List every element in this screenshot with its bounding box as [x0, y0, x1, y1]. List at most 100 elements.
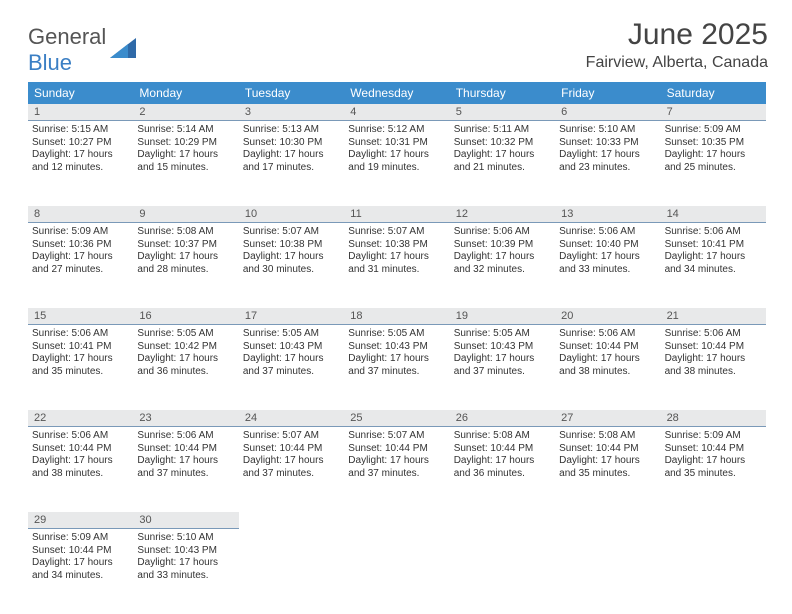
- daylight-text-2: and 30 minutes.: [243, 264, 340, 277]
- calendar-cell: Sunrise: 5:15 AMSunset: 10:27 PMDaylight…: [28, 120, 133, 206]
- daylight-text-2: and 21 minutes.: [454, 162, 551, 175]
- calendar-cell: Sunrise: 5:13 AMSunset: 10:30 PMDaylight…: [239, 120, 344, 206]
- day-number-blank: [239, 512, 344, 528]
- day-header: Wednesday: [344, 82, 449, 104]
- sunset-text: Sunset: 10:43 PM: [348, 341, 445, 354]
- sunrise-text: Sunrise: 5:06 AM: [559, 226, 656, 239]
- daylight-text: Daylight: 17 hours: [665, 251, 762, 264]
- day-number: 2: [133, 104, 238, 120]
- sunrise-text: Sunrise: 5:07 AM: [348, 226, 445, 239]
- daylight-text: Daylight: 17 hours: [559, 353, 656, 366]
- logo-word-blue: Blue: [28, 50, 72, 75]
- day-header: Sunday: [28, 82, 133, 104]
- sunset-text: Sunset: 10:38 PM: [348, 239, 445, 252]
- calendar-cell: Sunrise: 5:09 AMSunset: 10:44 PMDaylight…: [661, 426, 766, 512]
- daylight-text: Daylight: 17 hours: [243, 149, 340, 162]
- calendar-cell: Sunrise: 5:05 AMSunset: 10:42 PMDaylight…: [133, 324, 238, 410]
- daylight-text: Daylight: 17 hours: [454, 353, 551, 366]
- daylight-text-2: and 36 minutes.: [137, 366, 234, 379]
- calendar-cell: Sunrise: 5:06 AMSunset: 10:44 PMDaylight…: [661, 324, 766, 410]
- sunset-text: Sunset: 10:29 PM: [137, 137, 234, 150]
- calendar-cell: Sunrise: 5:07 AMSunset: 10:44 PMDaylight…: [344, 426, 449, 512]
- daylight-text: Daylight: 17 hours: [137, 455, 234, 468]
- daylight-text-2: and 28 minutes.: [137, 264, 234, 277]
- sunset-text: Sunset: 10:44 PM: [348, 443, 445, 456]
- day-number: 13: [555, 206, 660, 222]
- sunrise-text: Sunrise: 5:09 AM: [665, 124, 762, 137]
- daylight-text-2: and 35 minutes.: [559, 468, 656, 481]
- daylight-text-2: and 34 minutes.: [665, 264, 762, 277]
- sunset-text: Sunset: 10:44 PM: [32, 545, 129, 558]
- day-number: 29: [28, 512, 133, 528]
- day-number: 12: [450, 206, 555, 222]
- daylight-text-2: and 37 minutes.: [243, 468, 340, 481]
- daylight-text: Daylight: 17 hours: [32, 455, 129, 468]
- calendar-cell: Sunrise: 5:06 AMSunset: 10:40 PMDaylight…: [555, 222, 660, 308]
- daylight-text-2: and 32 minutes.: [454, 264, 551, 277]
- calendar-cell: [239, 528, 344, 614]
- sunset-text: Sunset: 10:38 PM: [243, 239, 340, 252]
- sunset-text: Sunset: 10:44 PM: [137, 443, 234, 456]
- sunrise-text: Sunrise: 5:05 AM: [137, 328, 234, 341]
- day-number: 8: [28, 206, 133, 222]
- daylight-text: Daylight: 17 hours: [348, 251, 445, 264]
- location-subtitle: Fairview, Alberta, Canada: [586, 54, 768, 72]
- daylight-text-2: and 33 minutes.: [137, 570, 234, 583]
- sunrise-text: Sunrise: 5:12 AM: [348, 124, 445, 137]
- sunrise-text: Sunrise: 5:06 AM: [559, 328, 656, 341]
- sunrise-text: Sunrise: 5:06 AM: [137, 430, 234, 443]
- sunrise-text: Sunrise: 5:08 AM: [454, 430, 551, 443]
- daylight-text-2: and 37 minutes.: [348, 366, 445, 379]
- sunset-text: Sunset: 10:31 PM: [348, 137, 445, 150]
- sunrise-text: Sunrise: 5:07 AM: [243, 430, 340, 443]
- day-number: 1: [28, 104, 133, 120]
- calendar-cell: Sunrise: 5:08 AMSunset: 10:44 PMDaylight…: [555, 426, 660, 512]
- sunset-text: Sunset: 10:44 PM: [454, 443, 551, 456]
- daylight-text-2: and 38 minutes.: [665, 366, 762, 379]
- day-number: 3: [239, 104, 344, 120]
- calendar-cell: Sunrise: 5:14 AMSunset: 10:29 PMDaylight…: [133, 120, 238, 206]
- calendar-cell: Sunrise: 5:06 AMSunset: 10:41 PMDaylight…: [28, 324, 133, 410]
- day-number: 19: [450, 308, 555, 324]
- daylight-text: Daylight: 17 hours: [348, 455, 445, 468]
- sunset-text: Sunset: 10:43 PM: [137, 545, 234, 558]
- day-number: 11: [344, 206, 449, 222]
- sunset-text: Sunset: 10:33 PM: [559, 137, 656, 150]
- daylight-text-2: and 35 minutes.: [32, 366, 129, 379]
- sunset-text: Sunset: 10:44 PM: [243, 443, 340, 456]
- day-header: Friday: [555, 82, 660, 104]
- day-number: 17: [239, 308, 344, 324]
- calendar-cell: Sunrise: 5:08 AMSunset: 10:44 PMDaylight…: [450, 426, 555, 512]
- daylight-text-2: and 36 minutes.: [454, 468, 551, 481]
- calendar-cell: Sunrise: 5:07 AMSunset: 10:38 PMDaylight…: [344, 222, 449, 308]
- calendar-cell: Sunrise: 5:11 AMSunset: 10:32 PMDaylight…: [450, 120, 555, 206]
- day-number: 7: [661, 104, 766, 120]
- sunset-text: Sunset: 10:37 PM: [137, 239, 234, 252]
- calendar-cell: Sunrise: 5:10 AMSunset: 10:43 PMDaylight…: [133, 528, 238, 614]
- daylight-text: Daylight: 17 hours: [454, 251, 551, 264]
- day-number: 25: [344, 410, 449, 426]
- daylight-text-2: and 31 minutes.: [348, 264, 445, 277]
- daylight-text-2: and 25 minutes.: [665, 162, 762, 175]
- calendar-cell: Sunrise: 5:05 AMSunset: 10:43 PMDaylight…: [239, 324, 344, 410]
- daylight-text: Daylight: 17 hours: [32, 557, 129, 570]
- daylight-text-2: and 37 minutes.: [243, 366, 340, 379]
- day-number: 4: [344, 104, 449, 120]
- calendar-cell: Sunrise: 5:07 AMSunset: 10:44 PMDaylight…: [239, 426, 344, 512]
- sunset-text: Sunset: 10:42 PM: [137, 341, 234, 354]
- calendar-cell: Sunrise: 5:06 AMSunset: 10:41 PMDaylight…: [661, 222, 766, 308]
- day-number: 27: [555, 410, 660, 426]
- sunrise-text: Sunrise: 5:06 AM: [454, 226, 551, 239]
- calendar-cell: Sunrise: 5:07 AMSunset: 10:38 PMDaylight…: [239, 222, 344, 308]
- sunset-text: Sunset: 10:39 PM: [454, 239, 551, 252]
- sunrise-text: Sunrise: 5:15 AM: [32, 124, 129, 137]
- calendar-cell: [555, 528, 660, 614]
- calendar-cell: Sunrise: 5:06 AMSunset: 10:39 PMDaylight…: [450, 222, 555, 308]
- day-number: 10: [239, 206, 344, 222]
- title-block: June 2025 Fairview, Alberta, Canada: [586, 18, 768, 72]
- page-title: June 2025: [586, 18, 768, 52]
- daylight-text: Daylight: 17 hours: [32, 149, 129, 162]
- calendar-cell: Sunrise: 5:12 AMSunset: 10:31 PMDaylight…: [344, 120, 449, 206]
- day-number: 18: [344, 308, 449, 324]
- calendar-cell: Sunrise: 5:08 AMSunset: 10:37 PMDaylight…: [133, 222, 238, 308]
